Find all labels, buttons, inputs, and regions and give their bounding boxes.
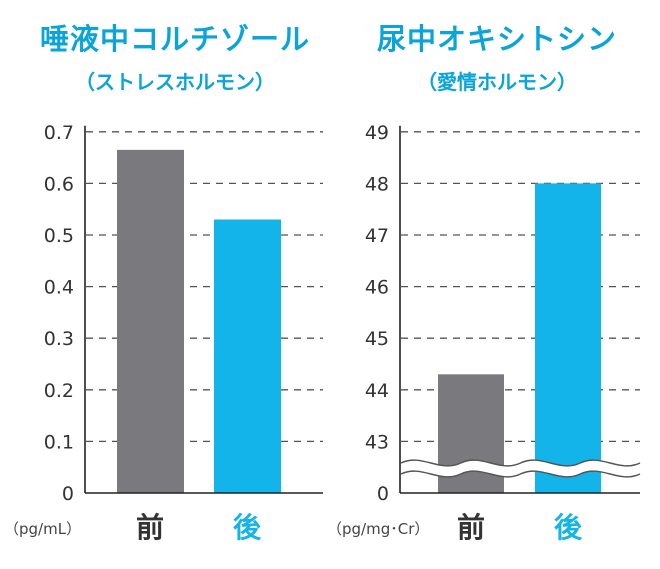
ytick-2-1: 43 — [365, 431, 389, 453]
category-label-1-before: 前 — [136, 511, 164, 544]
unit-label-2: （pg/mg･Cr） — [327, 520, 429, 538]
bar-1-after — [214, 219, 281, 493]
ytick-2-2: 44 — [365, 380, 389, 402]
unit-label-1: （pg/mL） — [4, 520, 81, 538]
chart1-title: 唾液中コルチゾール — [39, 22, 310, 56]
ytick-1-6: 0.6 — [44, 173, 74, 195]
chart2-subtitle: （愛情ホルモン） — [417, 70, 577, 94]
axis-break-line-top — [400, 459, 641, 467]
ytick-2-5: 47 — [365, 225, 389, 247]
chart1-subtitle: （ストレスホルモン） — [75, 70, 275, 94]
ytick-1-0: 0 — [62, 483, 74, 505]
ytick-2-4: 46 — [365, 277, 389, 299]
ytick-2-3: 45 — [365, 328, 389, 350]
ytick-2-0: 0 — [377, 483, 389, 505]
ytick-1-1: 0.1 — [44, 431, 74, 453]
ytick-1-4: 0.4 — [44, 277, 74, 299]
bar-2-after — [535, 183, 601, 493]
axis-break-band — [401, 460, 640, 477]
category-label-2-after: 後 — [554, 511, 583, 544]
ytick-2-7: 49 — [365, 122, 389, 144]
ytick-2-6: 48 — [365, 173, 389, 195]
ytick-1-3: 0.3 — [44, 328, 74, 350]
ytick-1-2: 0.2 — [44, 380, 74, 402]
chart2-title: 尿中オキシトシン — [376, 22, 617, 56]
category-label-1-after: 後 — [233, 511, 262, 544]
ytick-1-7: 0.7 — [44, 122, 74, 144]
bar-1-before — [117, 149, 184, 494]
ytick-1-5: 0.5 — [44, 225, 74, 247]
axis-break-line-bottom — [400, 470, 641, 478]
category-label-2-before: 前 — [457, 511, 485, 544]
